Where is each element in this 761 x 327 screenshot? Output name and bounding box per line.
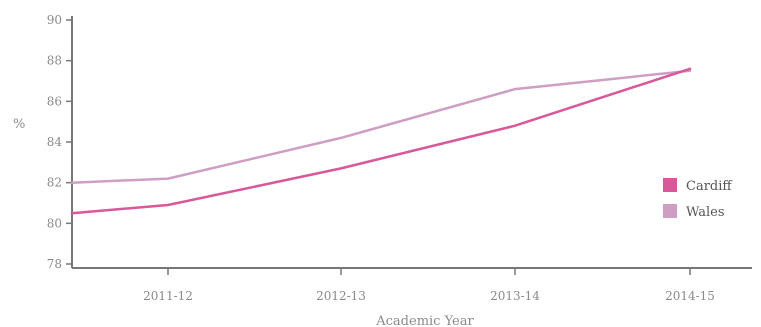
y-tick-label: 90 xyxy=(47,13,62,27)
legend-swatch-cardiff xyxy=(663,178,677,192)
legend: Cardiff Wales xyxy=(663,178,733,220)
x-tick-label: 2012-13 xyxy=(316,289,366,303)
legend-label-wales: Wales xyxy=(686,205,725,220)
y-axis: 78 80 82 84 86 88 90 xyxy=(47,13,73,271)
y-tick-label: 88 xyxy=(47,54,62,68)
y-axis-title: % xyxy=(13,117,25,132)
series-line-cardiff xyxy=(70,67,692,215)
x-axis: 2011-12 2012-13 2013-14 2014-15 xyxy=(72,267,752,303)
legend-swatch-wales xyxy=(663,204,677,218)
series-line-wales xyxy=(70,69,692,184)
series-layer xyxy=(70,67,692,215)
x-tick-label: 2014-15 xyxy=(665,289,715,303)
x-tick-label: 2011-12 xyxy=(143,289,193,303)
legend-label-cardiff: Cardiff xyxy=(686,179,733,194)
y-tick-label: 78 xyxy=(47,257,62,271)
y-tick-label: 80 xyxy=(47,216,62,230)
x-axis-title: Academic Year xyxy=(375,314,474,327)
y-tick-label: 82 xyxy=(47,176,62,190)
x-tick-label: 2013-14 xyxy=(490,289,540,303)
y-tick-label: 86 xyxy=(47,94,62,108)
y-tick-label: 84 xyxy=(47,135,63,149)
